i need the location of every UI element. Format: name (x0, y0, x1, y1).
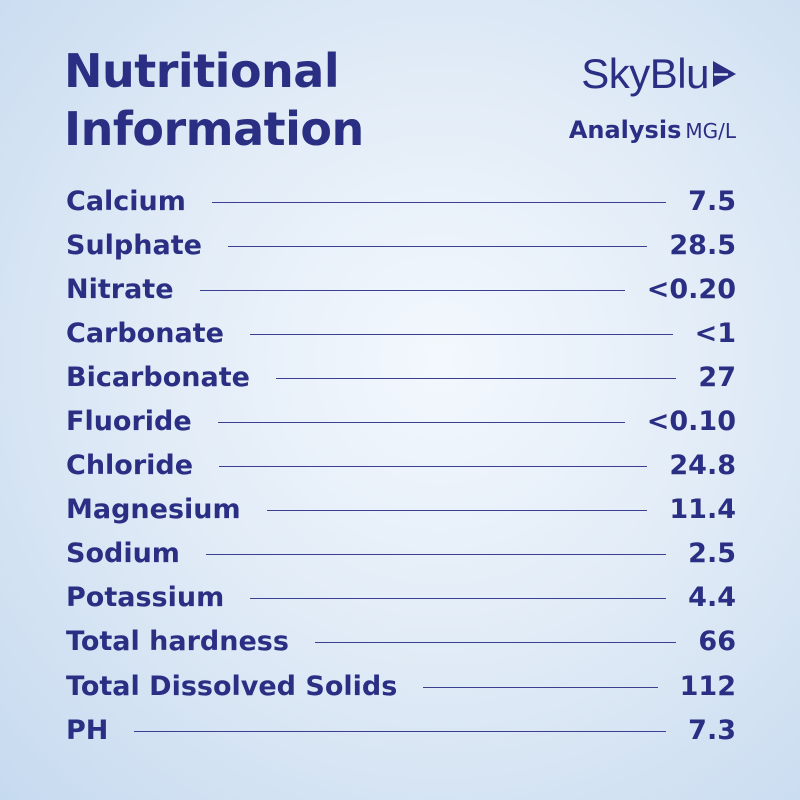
nutrient-row: Nitrate <0.20 (66, 267, 736, 311)
leader-line (205, 554, 667, 556)
nutrient-name: Potassium (66, 582, 225, 614)
nutrient-value: <0.10 (646, 406, 736, 438)
leader-line (275, 377, 677, 379)
nutrient-value: 27 (698, 361, 736, 393)
nutrient-value: 2.5 (688, 538, 736, 570)
nutrient-name: Bicarbonate (66, 361, 250, 393)
leader-line (250, 598, 667, 600)
nutrient-row: PH 7.3 (66, 708, 736, 752)
title-line-1: Nutritional (64, 44, 340, 98)
page-title: Nutritional Information (64, 42, 364, 158)
leader-line (266, 510, 648, 512)
nutrient-value: 112 (679, 670, 736, 702)
leader-line (217, 422, 625, 424)
nutrient-name: Nitrate (66, 273, 174, 305)
nutrient-value: <0.20 (646, 273, 736, 305)
nutrient-name: Carbonate (66, 317, 224, 349)
leader-line (211, 201, 667, 203)
nutrient-name: PH (66, 714, 109, 746)
nutrient-value: 28.5 (669, 229, 736, 261)
nutrient-name: Fluoride (66, 406, 192, 438)
analysis-label: Analysis (568, 116, 682, 144)
nutrient-name: Magnesium (66, 494, 241, 526)
nutrient-value: <1 (694, 317, 736, 349)
play-triangle-e-icon (710, 59, 738, 89)
nutrient-list: Calcium 7.5 Sulphate 28.5 Nitrate <0.20 Car… (66, 179, 736, 752)
title-line-2: Information (64, 102, 364, 156)
nutrient-value: 7.3 (688, 714, 736, 746)
nutrient-row: Fluoride <0.10 (66, 399, 736, 443)
nutrient-row: Bicarbonate 27 (66, 355, 736, 399)
brand-logo-text: SkyBlu (581, 50, 709, 97)
nutrient-name: Calcium (66, 185, 186, 217)
analysis-heading: Analysis MG/L (569, 116, 736, 144)
leader-line (249, 333, 673, 335)
nutrient-row: Sulphate 28.5 (66, 223, 736, 267)
nutrient-row: Chloride 24.8 (66, 444, 736, 488)
analysis-unit: MG/L (685, 119, 736, 143)
nutrient-row: Total Dissolved Solids 112 (66, 664, 736, 708)
nutrient-row: Calcium 7.5 (66, 179, 736, 223)
nutrient-value: 7.5 (688, 185, 736, 217)
nutrient-row: Total hardness 66 (66, 620, 736, 664)
brand-logo: SkyBlu (581, 50, 738, 98)
nutrient-row: Magnesium 11.4 (66, 488, 736, 532)
nutrient-row: Carbonate <1 (66, 311, 736, 355)
nutrient-value: 4.4 (688, 582, 736, 614)
nutrient-row: Potassium 4.4 (66, 576, 736, 620)
leader-line (199, 289, 625, 291)
leader-line (314, 642, 677, 644)
nutrient-name: Sulphate (66, 229, 202, 261)
nutrient-value: 11.4 (669, 494, 736, 526)
nutrient-name: Chloride (66, 450, 194, 482)
nutrient-name: Sodium (66, 538, 180, 570)
nutrient-value: 24.8 (669, 450, 736, 482)
nutrient-name: Total hardness (66, 626, 289, 658)
nutrient-name: Total Dissolved Solids (66, 670, 398, 702)
leader-line (227, 245, 648, 247)
leader-line (423, 686, 658, 688)
nutrient-row: Sodium 2.5 (66, 532, 736, 576)
nutrient-value: 66 (698, 626, 736, 658)
leader-line (219, 466, 648, 468)
leader-line (134, 730, 667, 732)
